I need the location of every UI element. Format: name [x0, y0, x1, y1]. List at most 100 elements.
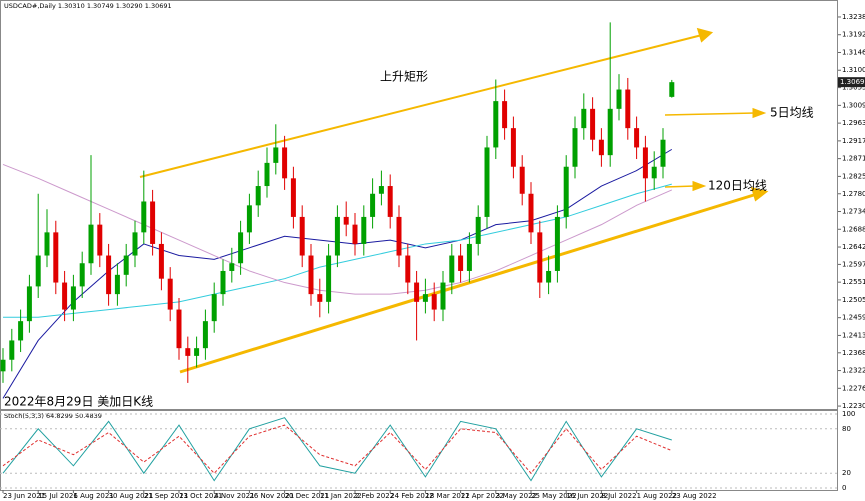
stoch-tick-label: 0 — [842, 484, 846, 492]
candle-body — [246, 205, 252, 233]
candle-body — [361, 216, 367, 244]
candle-body — [229, 263, 235, 271]
x-tick-label: 3 May 2022 — [496, 492, 537, 500]
y-tick-label: 1.22760 — [842, 384, 865, 392]
y-tick-label: 1.26420 — [842, 243, 865, 251]
candle-body — [590, 108, 596, 140]
candle-body — [123, 255, 129, 275]
candle-body — [581, 108, 587, 129]
candle-body — [651, 166, 657, 179]
y-tick-label: 1.25050 — [842, 296, 865, 304]
candle-body — [202, 321, 208, 349]
channel-lower — [179, 192, 758, 374]
candle-body — [44, 232, 50, 256]
candle-body — [185, 348, 191, 356]
stoch-tick-label: 20 — [842, 469, 851, 477]
y-tick-label: 1.27340 — [842, 208, 865, 216]
candle-body — [378, 186, 384, 194]
y-tick-label: 1.28710 — [842, 155, 865, 163]
x-tick-label: 25 May 2022 — [531, 492, 577, 500]
candle-body — [158, 243, 164, 279]
candle-body — [370, 193, 376, 217]
x-tick-label: 1 Aug 2022 — [637, 492, 677, 500]
y-tick-label: 1.23220 — [842, 367, 865, 375]
candle-body — [466, 243, 472, 271]
candle-body — [449, 255, 455, 283]
y-tick-label: 1.23680 — [842, 349, 865, 357]
symbol-header: USDCAD#,Daily 1.30310 1.30749 1.30290 1.… — [4, 2, 172, 10]
y-tick-label: 1.31000 — [842, 66, 865, 74]
candle-body — [352, 224, 358, 244]
moving-average — [2, 163, 673, 295]
candle-body — [114, 274, 120, 295]
candle-body — [493, 101, 499, 148]
x-tick-label: 11 Apr 2022 — [461, 492, 504, 500]
candle-body — [546, 270, 552, 283]
y-tick-label: 1.22300 — [842, 402, 865, 410]
x-tick-label: 8 Jul 2022 — [601, 492, 636, 500]
candle-body — [9, 340, 15, 360]
candle-body — [62, 282, 68, 310]
candle-body — [282, 147, 288, 179]
candle-body — [194, 348, 200, 356]
x-tick-label: 2 Feb 2022 — [355, 492, 394, 500]
candle-body — [273, 147, 279, 163]
caption: 2022年8月29日 美加日K线 — [4, 395, 153, 409]
y-tick-label: 1.29170 — [842, 137, 865, 145]
candle-body — [528, 193, 534, 233]
candle-body — [308, 255, 314, 295]
candle-body — [475, 216, 481, 244]
main-panel — [0, 0, 838, 410]
y-tick-label: 1.27800 — [842, 190, 865, 198]
candle-body — [616, 89, 622, 109]
arrow-head — [692, 180, 707, 192]
candle-body — [510, 128, 516, 167]
candle-body — [554, 216, 560, 271]
stoch-tick-label: 80 — [842, 425, 851, 433]
x-tick-label: 13 Oct 2021 — [179, 492, 222, 500]
candle-body — [35, 255, 41, 287]
y-tick-label: 1.24130 — [842, 331, 865, 339]
candle-body — [572, 128, 578, 167]
candle-body — [669, 82, 675, 97]
price-marker — [838, 77, 865, 88]
candle-body — [414, 282, 420, 302]
candle-body — [598, 139, 604, 156]
candle-body — [431, 294, 437, 310]
y-tick-label: 1.30550 — [842, 84, 865, 92]
channel-upper — [139, 34, 703, 178]
candle-body — [238, 232, 244, 264]
x-tick-label: 15 Jul 2021 — [38, 492, 78, 500]
candle-body — [458, 255, 464, 271]
arrow-head — [750, 186, 769, 202]
candle-body — [150, 201, 156, 244]
ma5-label: 5日均线 — [770, 106, 814, 120]
x-tick-label: 24 Feb 2022 — [390, 492, 434, 500]
trend-channel — [139, 27, 769, 374]
arrow-head — [696, 27, 714, 43]
x-tick-label: 4 Nov 2021 — [214, 492, 254, 500]
x-tick-label: 16 Jun 2022 — [566, 492, 608, 500]
x-tick-label: 11 Jan 2022 — [320, 492, 362, 500]
x-tick-label: 30 Aug 2021 — [109, 492, 154, 500]
y-tick-label: 1.25510 — [842, 278, 865, 286]
ma5-pointer — [664, 112, 756, 116]
candle-body — [440, 282, 446, 310]
y-tick-label: 1.32380 — [842, 13, 865, 21]
candle-body — [607, 108, 613, 156]
candle-body — [343, 216, 349, 225]
candle-body — [625, 89, 631, 129]
x-tick-label: 6 Aug 2021 — [73, 492, 113, 500]
candle-body — [563, 166, 569, 217]
candle-body — [97, 224, 103, 256]
y-tick-label: 1.29630 — [842, 119, 865, 127]
x-tick-label: 26 Nov 2021 — [249, 492, 294, 500]
candle-body — [317, 294, 323, 302]
x-tick-label: 23 Jun 2021 — [3, 492, 45, 500]
x-tick-label: 18 Mar 2022 — [425, 492, 469, 500]
candle-body — [79, 263, 85, 287]
y-tick-label: 1.31920 — [842, 31, 865, 39]
stoch-panel — [0, 410, 838, 491]
ma120-pointer — [664, 185, 696, 188]
